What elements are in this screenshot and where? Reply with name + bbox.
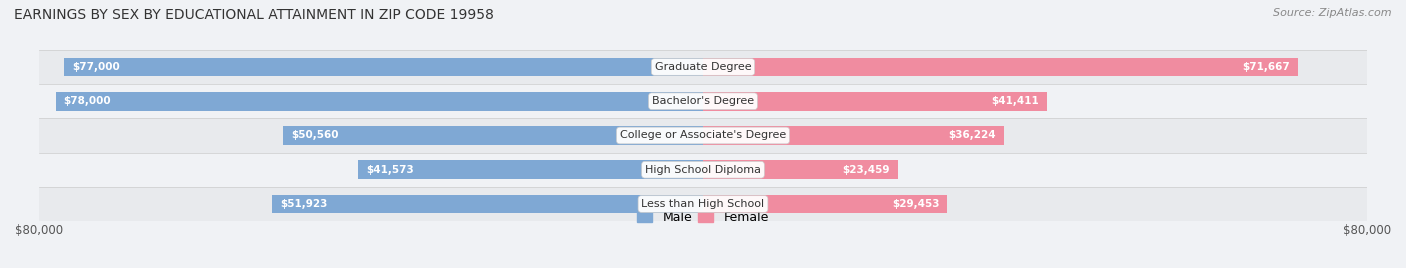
Legend: Male, Female: Male, Female bbox=[633, 206, 773, 229]
Text: $23,459: $23,459 bbox=[842, 165, 890, 175]
Text: $77,000: $77,000 bbox=[72, 62, 120, 72]
Bar bbox=[39, 84, 1367, 118]
Text: Less than High School: Less than High School bbox=[641, 199, 765, 209]
Bar bbox=[359, 160, 703, 179]
Bar bbox=[273, 195, 703, 213]
Text: High School Diploma: High School Diploma bbox=[645, 165, 761, 175]
Text: $50,560: $50,560 bbox=[291, 131, 339, 140]
Bar bbox=[703, 195, 948, 213]
Bar bbox=[39, 152, 1367, 187]
Bar bbox=[284, 126, 703, 145]
Text: $51,923: $51,923 bbox=[280, 199, 328, 209]
Bar bbox=[703, 160, 897, 179]
Bar bbox=[703, 92, 1046, 111]
Text: $71,667: $71,667 bbox=[1241, 62, 1289, 72]
Text: $41,411: $41,411 bbox=[991, 96, 1039, 106]
Bar bbox=[703, 58, 1298, 76]
Bar bbox=[39, 50, 1367, 84]
Text: Bachelor's Degree: Bachelor's Degree bbox=[652, 96, 754, 106]
Bar bbox=[39, 187, 1367, 221]
Text: $78,000: $78,000 bbox=[63, 96, 111, 106]
Text: College or Associate's Degree: College or Associate's Degree bbox=[620, 131, 786, 140]
Text: $29,453: $29,453 bbox=[891, 199, 939, 209]
Bar bbox=[56, 92, 703, 111]
Bar bbox=[703, 126, 1004, 145]
Bar bbox=[39, 118, 1367, 152]
Text: Graduate Degree: Graduate Degree bbox=[655, 62, 751, 72]
Text: Source: ZipAtlas.com: Source: ZipAtlas.com bbox=[1274, 8, 1392, 18]
Text: $41,573: $41,573 bbox=[366, 165, 413, 175]
Text: $36,224: $36,224 bbox=[948, 131, 995, 140]
Bar bbox=[63, 58, 703, 76]
Text: EARNINGS BY SEX BY EDUCATIONAL ATTAINMENT IN ZIP CODE 19958: EARNINGS BY SEX BY EDUCATIONAL ATTAINMEN… bbox=[14, 8, 494, 22]
